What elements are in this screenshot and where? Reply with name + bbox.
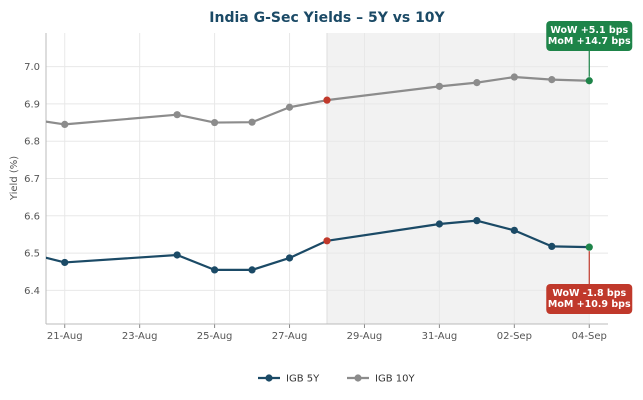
data-point-igb-5y: [285, 254, 294, 262]
annotation-box: [546, 21, 633, 51]
annotation-text: MoM +14.7 bps: [548, 36, 631, 47]
data-point-igb-10y: [585, 77, 593, 85]
series-layer: [46, 73, 593, 274]
legend-marker: [265, 374, 273, 382]
data-point-igb-5y: [323, 237, 331, 245]
legend-label: IGB 5Y: [286, 374, 320, 385]
data-point-igb-10y: [510, 73, 518, 81]
data-point-igb-10y: [323, 96, 331, 104]
y-tick-label: 6.6: [24, 211, 40, 222]
legend: IGB 5Y IGB 10Y: [258, 374, 415, 385]
data-point-igb-10y: [61, 120, 69, 129]
x-tick-label: 25-Aug: [197, 331, 233, 342]
y-tick-label: 6.5: [24, 249, 40, 260]
y-axis-label: Yield (%): [9, 156, 20, 201]
data-point-igb-5y: [211, 266, 219, 274]
y-tick-label: 7.0: [24, 62, 40, 73]
x-tick-label: 04-Sep: [572, 331, 607, 342]
y-tick-label: 6.8: [24, 137, 40, 148]
x-tick-label: 27-Aug: [272, 331, 308, 342]
series-line-igb-5y: [46, 219, 590, 272]
axes: 6.4 6.5 6.6 6.7 6.8 6.9 7.0 21-Aug 23-Aug 25-Aug 2…: [24, 33, 608, 342]
x-tick-label: 29-Aug: [347, 331, 383, 342]
data-point-igb-5y: [61, 258, 69, 267]
data-point-igb-10y: [285, 103, 294, 111]
y-tick-label: 6.9: [24, 99, 40, 110]
data-point-igb-10y: [173, 111, 181, 119]
data-point-igb-5y: [585, 243, 593, 251]
chart-title: India G-Sec Yields – 5Y vs 10Y: [209, 10, 445, 26]
data-point-igb-10y: [548, 76, 556, 84]
data-point-igb-5y: [473, 217, 481, 225]
series-line-igb-10y: [46, 75, 590, 126]
legend-marker: [354, 374, 362, 382]
data-point-igb-5y: [173, 251, 181, 259]
data-point-igb-10y: [435, 82, 443, 90]
data-point-igb-5y: [435, 220, 443, 228]
data-point-igb-5y: [248, 266, 256, 274]
x-tick-label: 31-Aug: [422, 331, 458, 342]
x-tick-label: 02-Sep: [497, 331, 532, 342]
x-tick-label: 23-Aug: [122, 331, 158, 342]
annotation-box: [546, 284, 633, 314]
x-tick-label: 21-Aug: [47, 331, 83, 342]
y-tick-label: 6.4: [24, 286, 40, 297]
data-point-igb-10y: [211, 118, 219, 127]
annotation-text: MoM +10.9 bps: [548, 299, 631, 310]
data-point-igb-10y: [248, 118, 256, 126]
legend-label: IGB 10Y: [375, 374, 415, 385]
data-point-igb-5y: [548, 242, 556, 250]
annotation-text: WoW -1.8 bps: [552, 288, 626, 299]
y-tick-label: 6.7: [24, 174, 40, 185]
data-point-igb-10y: [473, 79, 481, 87]
data-point-igb-5y: [510, 226, 518, 234]
annotation-text: WoW +5.1 bps: [550, 25, 628, 36]
